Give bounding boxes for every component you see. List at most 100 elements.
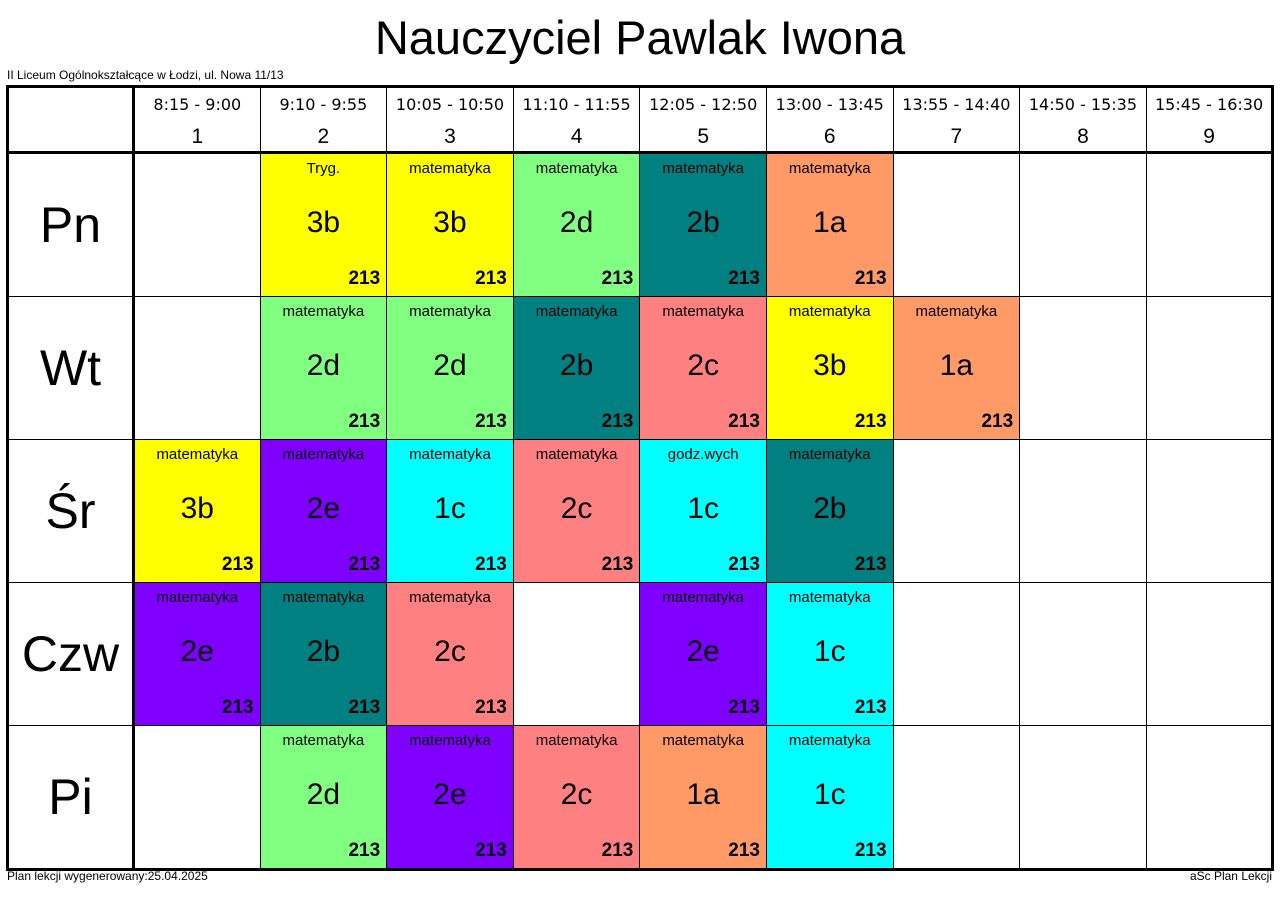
lesson-card: matematyka 1a 213 [894, 298, 1019, 439]
lesson-class: 3b [306, 206, 341, 239]
lesson-subject: matematyka [915, 303, 998, 320]
lesson-class: 1a [939, 349, 974, 382]
lesson-room: 213 [981, 411, 1014, 432]
lesson-cell: matematyka 2b 213 [765, 439, 894, 583]
lesson-class: 1a [813, 206, 847, 239]
day-header: Pn [7, 152, 135, 297]
lesson-card: matematyka 2e 213 [641, 584, 766, 725]
lesson-cell: matematyka 1a 213 [639, 725, 767, 870]
lesson-room: 213 [728, 697, 760, 718]
lesson-subject: godz.wych [667, 446, 739, 463]
empty-cell [133, 296, 261, 440]
lesson-class: 1c [687, 492, 720, 525]
empty-cell [1019, 725, 1147, 870]
lesson-class: 1c [813, 635, 846, 668]
lesson-card: matematyka 2c 213 [388, 584, 513, 725]
lesson-cell: matematyka 2b 213 [639, 152, 767, 297]
lesson-room: 213 [348, 268, 381, 289]
lesson-subject: matematyka [788, 303, 871, 320]
lesson-subject: matematyka [535, 732, 618, 749]
lesson-card: matematyka 2d 213 [261, 727, 386, 869]
lesson-card: matematyka 2d 213 [261, 298, 386, 439]
empty-cell [133, 725, 261, 870]
lesson-subject: matematyka [535, 446, 618, 463]
period-number: 1 [191, 125, 204, 148]
period-time: 11:10 - 11:55 [522, 95, 631, 114]
period-header: 13:00 - 13:45 6 [765, 86, 894, 154]
period-number: 9 [1203, 125, 1215, 148]
lesson-cell: matematyka 2c 213 [639, 296, 767, 440]
lesson-subject: matematyka [409, 446, 491, 463]
corner-cell [7, 86, 135, 154]
day-header: Wt [7, 296, 135, 440]
empty-cell [892, 582, 1021, 726]
timetable-grid: 8:15 - 9:00 1 9:10 - 9:55 2 10:05 - 10:50 3 11… [6, 85, 1275, 871]
lesson-card: matematyka 2c 213 [514, 441, 639, 582]
lesson-cell: matematyka 2d 213 [259, 296, 388, 440]
lesson-subject: matematyka [409, 160, 491, 177]
empty-cell [512, 582, 641, 726]
lesson-subject: matematyka [409, 732, 491, 749]
period-number: 3 [444, 125, 456, 148]
empty-cell [1145, 582, 1274, 726]
lesson-class: 2d [306, 349, 341, 382]
lesson-subject: matematyka [156, 589, 239, 606]
lesson-room: 213 [475, 697, 507, 718]
lesson-card: matematyka 1c 213 [767, 584, 892, 725]
lesson-class: 2b [813, 492, 847, 525]
lesson-class: 2b [559, 349, 594, 382]
period-header: 8:15 - 9:00 1 [133, 86, 261, 154]
lesson-class: 2d [306, 778, 341, 811]
lesson-cell: matematyka 2e 213 [259, 439, 388, 583]
lesson-class: 3b [813, 349, 847, 382]
period-header: 13:55 - 14:40 7 [892, 86, 1021, 154]
lesson-card: Tryg. 3b 213 [261, 154, 386, 296]
lesson-subject: matematyka [662, 160, 745, 177]
lesson-card: matematyka 2b 213 [767, 441, 892, 582]
lesson-room: 213 [601, 840, 634, 861]
lesson-card: matematyka 2c 213 [514, 727, 639, 869]
empty-cell [133, 152, 261, 297]
period-number: 4 [570, 125, 583, 148]
lesson-subject: Tryg. [306, 160, 341, 177]
empty-cell [1019, 439, 1147, 583]
period-header: 9:10 - 9:55 2 [259, 86, 388, 154]
lesson-cell: godz.wych 1c 213 [639, 439, 767, 583]
day-row: Czw matematyka 2e 213 matematyka 2b 213 matemat… [7, 582, 1274, 726]
lesson-card: matematyka 3b 213 [767, 298, 892, 439]
lesson-room: 213 [475, 554, 507, 575]
period-time: 13:00 - 13:45 [775, 95, 884, 114]
lesson-cell: matematyka 2c 213 [512, 725, 641, 870]
lesson-room: 213 [854, 554, 887, 575]
lesson-room: 213 [475, 840, 507, 861]
lesson-room: 213 [601, 411, 634, 432]
lesson-subject: matematyka [662, 732, 745, 749]
period-header: 11:10 - 11:55 4 [512, 86, 641, 154]
lesson-subject: matematyka [282, 589, 365, 606]
app-name: aSc Plan Lekcji [1189, 869, 1272, 883]
day-label: Czw [21, 626, 120, 682]
day-header: Śr [7, 439, 135, 583]
day-row: Pi matematyka 2d 213 matematyka 2e 213 matematy… [7, 725, 1274, 870]
lesson-room: 213 [728, 411, 760, 432]
school-name: II Liceum Ogólnokształcące w Łodzi, ul. … [7, 68, 284, 82]
lesson-subject: matematyka [788, 160, 871, 177]
period-header: 15:45 - 16:30 9 [1145, 86, 1274, 154]
empty-cell [1145, 296, 1274, 440]
lesson-card: matematyka 2d 213 [514, 154, 639, 296]
lesson-class: 2b [306, 635, 341, 668]
lesson-subject: matematyka [282, 303, 365, 320]
page-title: Nauczyciel Pawlak Iwona [374, 11, 906, 64]
lesson-class: 2e [686, 635, 720, 668]
empty-cell [1145, 725, 1274, 870]
lesson-class: 1a [686, 778, 720, 811]
lesson-room: 213 [221, 697, 254, 718]
lesson-room: 213 [601, 554, 634, 575]
day-label: Wt [39, 340, 102, 396]
lesson-card: matematyka 1a 213 [767, 154, 892, 296]
lesson-card: matematyka 3b 213 [388, 154, 513, 296]
period-time: 12:05 - 12:50 [649, 95, 758, 114]
lesson-subject: matematyka [409, 589, 491, 606]
day-row: Wt matematyka 2d 213 matematyka 2d 213 matematy… [7, 296, 1274, 440]
